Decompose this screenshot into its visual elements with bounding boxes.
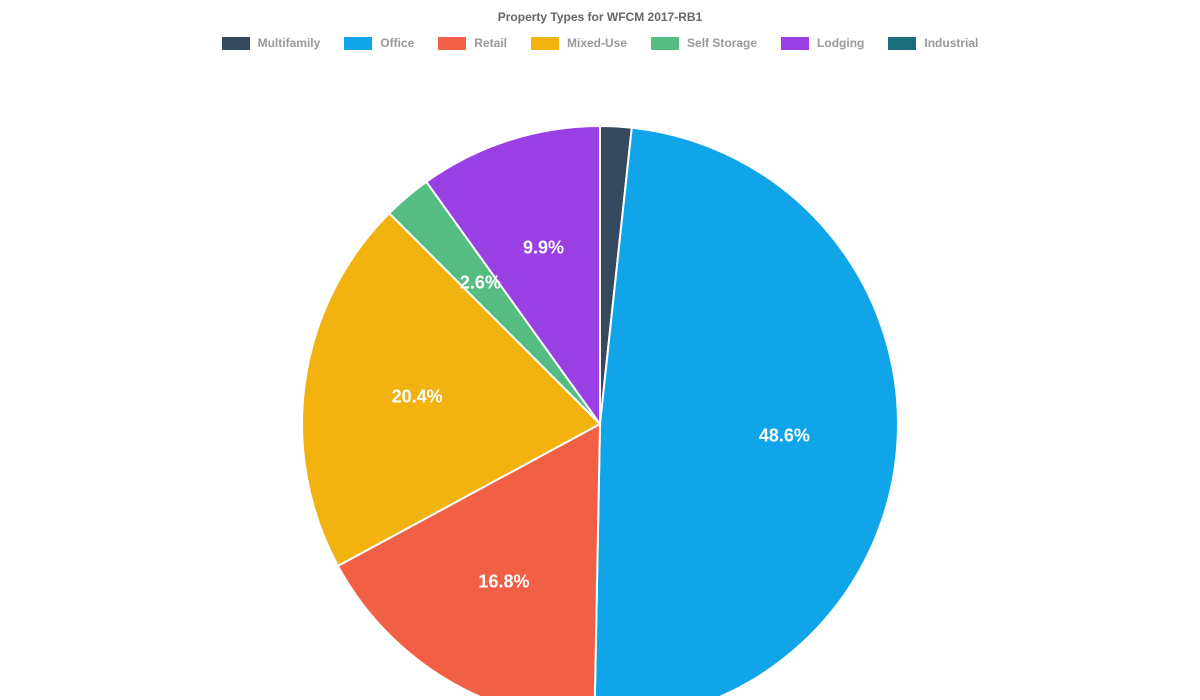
legend-swatch	[888, 37, 916, 50]
pie-chart	[0, 56, 1200, 696]
legend-swatch	[222, 37, 250, 50]
legend-label: Lodging	[817, 36, 864, 50]
legend: Multifamily Office Retail Mixed-Use Self Sto…	[0, 24, 1200, 56]
legend-swatch	[344, 37, 372, 50]
legend-label: Industrial	[924, 36, 978, 50]
legend-label: Office	[380, 36, 414, 50]
slice-label: 9.9%	[523, 238, 564, 259]
slice-label: 20.4%	[392, 387, 443, 408]
pie-chart-area: 48.6% 16.8% 20.4% 2.6% 9.9%	[0, 56, 1200, 696]
legend-label: Self Storage	[687, 36, 757, 50]
legend-label: Mixed-Use	[567, 36, 627, 50]
legend-item-industrial[interactable]: Industrial	[888, 36, 978, 50]
legend-item-lodging[interactable]: Lodging	[781, 36, 864, 50]
legend-item-mixed-use[interactable]: Mixed-Use	[531, 36, 627, 50]
pie-slice-office[interactable]	[594, 128, 898, 696]
chart-title: Property Types for WFCM 2017-RB1	[0, 0, 1200, 24]
slice-label: 16.8%	[478, 571, 529, 592]
legend-item-multifamily[interactable]: Multifamily	[222, 36, 321, 50]
slice-label: 2.6%	[460, 273, 501, 294]
legend-item-office[interactable]: Office	[344, 36, 414, 50]
legend-swatch	[438, 37, 466, 50]
legend-swatch	[531, 37, 559, 50]
legend-item-retail[interactable]: Retail	[438, 36, 507, 50]
legend-label: Multifamily	[258, 36, 321, 50]
legend-label: Retail	[474, 36, 507, 50]
legend-swatch	[781, 37, 809, 50]
slice-label: 48.6%	[759, 425, 810, 446]
legend-swatch	[651, 37, 679, 50]
legend-item-self-storage[interactable]: Self Storage	[651, 36, 757, 50]
